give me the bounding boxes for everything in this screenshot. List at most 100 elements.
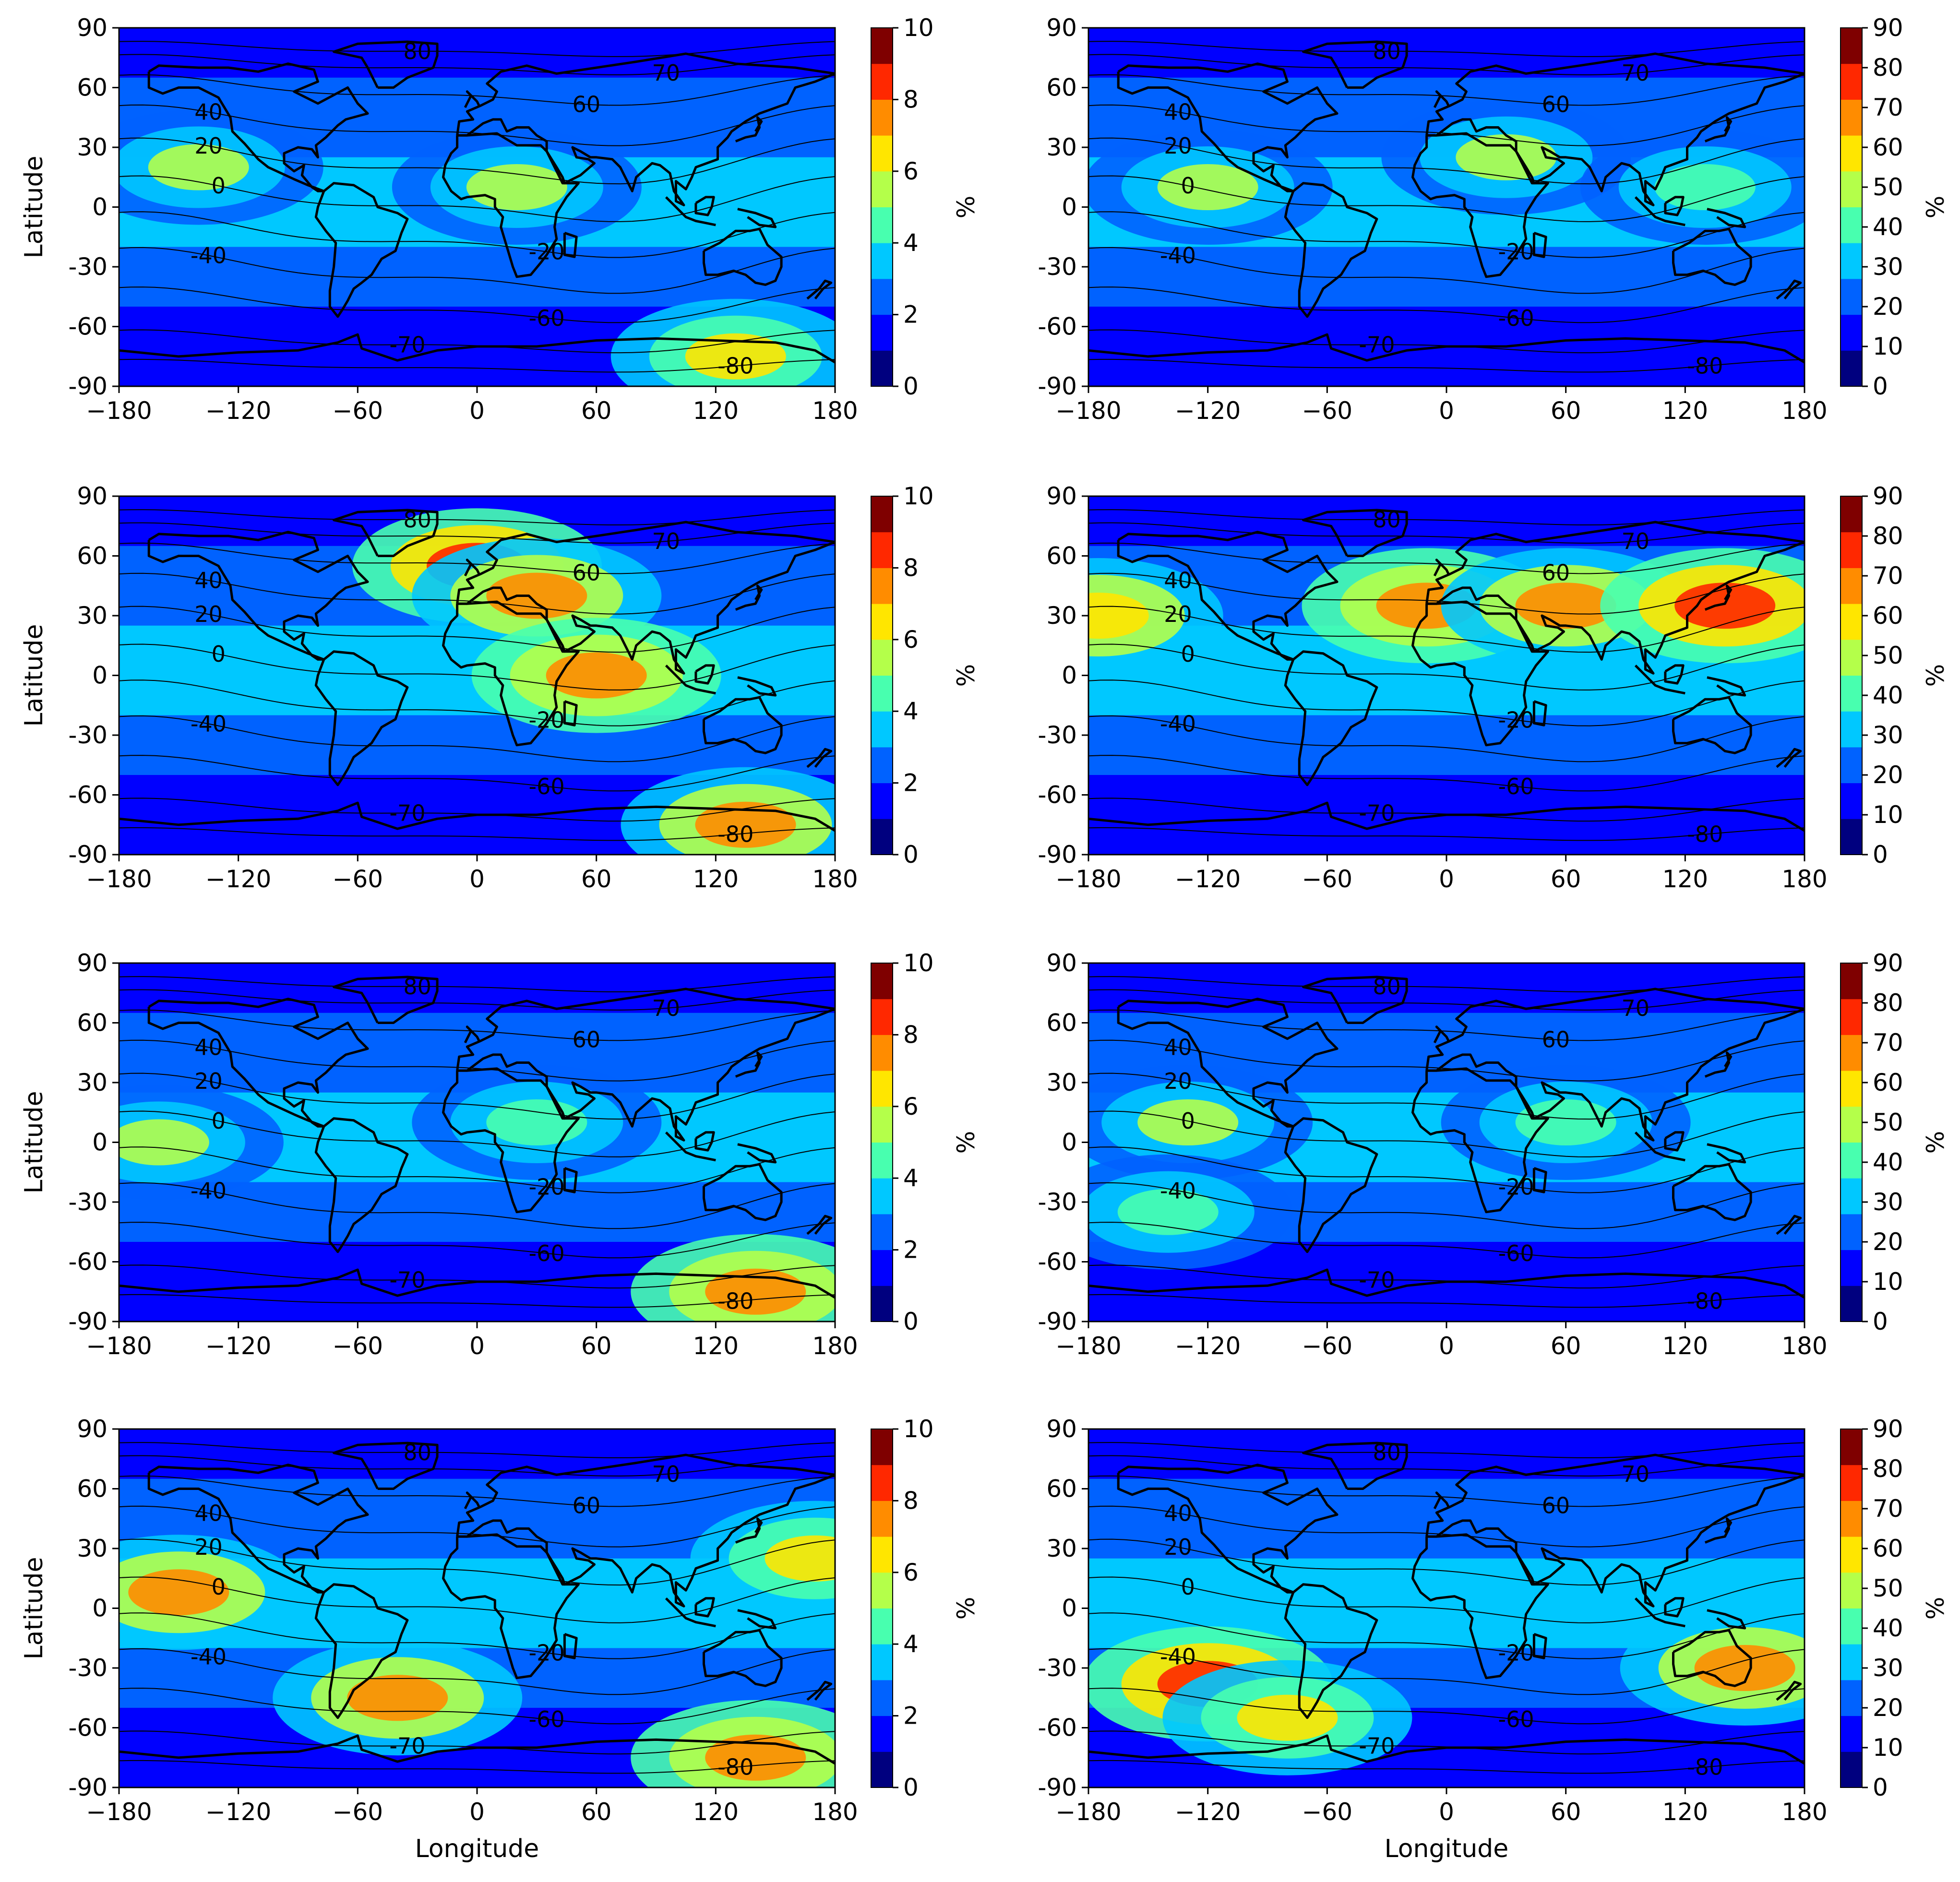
contour-label: 60 xyxy=(1542,1493,1570,1519)
contour-label: 40 xyxy=(1164,99,1192,125)
coastline xyxy=(735,1051,763,1078)
y-tick-label: 60 xyxy=(77,1475,108,1503)
data-hotspot xyxy=(1515,1099,1616,1145)
colorbar-segment xyxy=(1840,639,1862,676)
colorbar: 0 10 20 30 40 50 60 70 80 90% xyxy=(1840,949,1949,1335)
colorbar-segment xyxy=(1840,28,1862,64)
y-tick-label: 0 xyxy=(92,1595,108,1622)
contour-line xyxy=(119,1072,835,1120)
y-tick-label: 30 xyxy=(77,1535,108,1562)
y-tick-label: -30 xyxy=(1038,253,1077,281)
contour-label: -20 xyxy=(528,1640,564,1666)
coastline xyxy=(1117,62,1339,192)
coastline xyxy=(1776,1215,1802,1235)
colorbar-segment xyxy=(871,1250,893,1286)
data-hotspot xyxy=(1088,593,1149,639)
coastline xyxy=(464,559,480,577)
y-tick-label: 60 xyxy=(1046,1009,1077,1037)
contour-label: 70 xyxy=(1621,60,1649,86)
x-tick-label: 180 xyxy=(1781,1332,1827,1360)
coastline xyxy=(665,665,716,695)
contour-line xyxy=(119,1039,835,1082)
colorbar-tick-label: 30 xyxy=(1873,1654,1903,1682)
colorbar-segment xyxy=(1840,207,1862,243)
contour-label: 40 xyxy=(1164,1034,1192,1060)
contour-line xyxy=(1088,989,1805,1011)
colorbar-frame xyxy=(1840,1429,1863,1788)
colorbar-segment xyxy=(871,63,893,100)
colorbar-segment xyxy=(871,314,893,351)
data-hotspot xyxy=(705,1734,806,1781)
coastline xyxy=(1776,1680,1802,1701)
colorbar-tick-label: 10 xyxy=(903,1415,934,1443)
contour-line xyxy=(1088,1688,1805,1725)
contour-line xyxy=(1088,509,1805,525)
colorbar-tick-label: 50 xyxy=(1873,173,1903,201)
x-tick-label: 120 xyxy=(1662,1798,1708,1826)
coastline xyxy=(1704,1517,1733,1544)
colorbar-segment xyxy=(1840,1501,1862,1537)
data-hotspot xyxy=(695,801,796,848)
colorbar-tick-label: 30 xyxy=(1873,1188,1903,1216)
colorbar-tick-label: 2 xyxy=(903,1236,919,1264)
field-band-north xyxy=(1088,963,1805,1013)
contour-line xyxy=(119,286,835,323)
data-hotspot xyxy=(1237,1694,1338,1741)
colorbar-tick-label: 0 xyxy=(903,1774,919,1801)
data-hotspot xyxy=(486,1099,587,1145)
coastline xyxy=(806,279,833,300)
contour-label: 0 xyxy=(212,173,226,199)
y-axis-label: Latitude xyxy=(20,1557,48,1659)
y-tick-label: -30 xyxy=(68,721,108,749)
colorbar: 0 10 20 30 40 50 60 70 80 90% xyxy=(1840,482,1949,869)
colorbar-segment xyxy=(1840,1286,1862,1322)
colorbar-segment xyxy=(1840,604,1862,640)
coastline xyxy=(563,232,578,258)
contour-label: 20 xyxy=(1164,1068,1192,1094)
contour-label: 0 xyxy=(212,1574,226,1600)
coastline xyxy=(1088,801,1805,832)
coastline xyxy=(1433,559,1450,577)
y-tick-label: -60 xyxy=(68,313,108,341)
x-tick-label: −120 xyxy=(1175,1332,1241,1360)
contour-label: 0 xyxy=(1181,641,1195,667)
colorbar-tick-label: 10 xyxy=(903,482,934,510)
contour-label: 60 xyxy=(573,1493,601,1519)
colorbar-label: % xyxy=(1922,1131,1949,1154)
field-band-north xyxy=(119,1429,835,1479)
colorbar-tick-label: 60 xyxy=(1873,1069,1903,1096)
coastline xyxy=(1088,333,1805,364)
contour-line xyxy=(119,1009,835,1041)
x-tick-label: 180 xyxy=(1781,865,1827,893)
colorbar-segment xyxy=(1840,1715,1862,1752)
y-tick-label: 60 xyxy=(1046,542,1077,570)
colorbar-tick-label: 20 xyxy=(1873,1228,1903,1256)
contour-line xyxy=(119,247,835,294)
colorbar-tick-label: 80 xyxy=(1873,54,1903,82)
x-tick-label: −120 xyxy=(1175,397,1241,425)
contour-line xyxy=(1088,1538,1805,1586)
coastline xyxy=(314,182,409,318)
x-tick-label: −180 xyxy=(86,865,152,893)
x-tick-label: −180 xyxy=(1055,397,1121,425)
colorbar-segment xyxy=(1840,1178,1862,1215)
coastline xyxy=(694,1131,715,1152)
coastline xyxy=(703,1163,783,1221)
colorbar-label: % xyxy=(1922,1597,1949,1620)
contour-label: 40 xyxy=(194,567,223,593)
coastline xyxy=(314,1117,409,1253)
colorbar-tick-label: 2 xyxy=(903,1702,919,1730)
colorbar-segment xyxy=(871,568,893,604)
contour-line xyxy=(119,827,835,841)
contour-line xyxy=(119,358,835,373)
colorbar-tick-label: 70 xyxy=(1873,1029,1903,1057)
contour-line xyxy=(1088,1475,1805,1507)
y-tick-label: 60 xyxy=(1046,74,1077,102)
contour-line xyxy=(1088,542,1805,574)
contour-label: 20 xyxy=(194,1068,223,1094)
colorbar-tick-label: 60 xyxy=(1873,602,1903,630)
panel-row1-right: 80 70 60 40 20 0 -20 -40 -60 -70 -80 −180 −120 −60 0 60… xyxy=(1038,14,1949,425)
colorbar-segment xyxy=(871,1572,893,1608)
